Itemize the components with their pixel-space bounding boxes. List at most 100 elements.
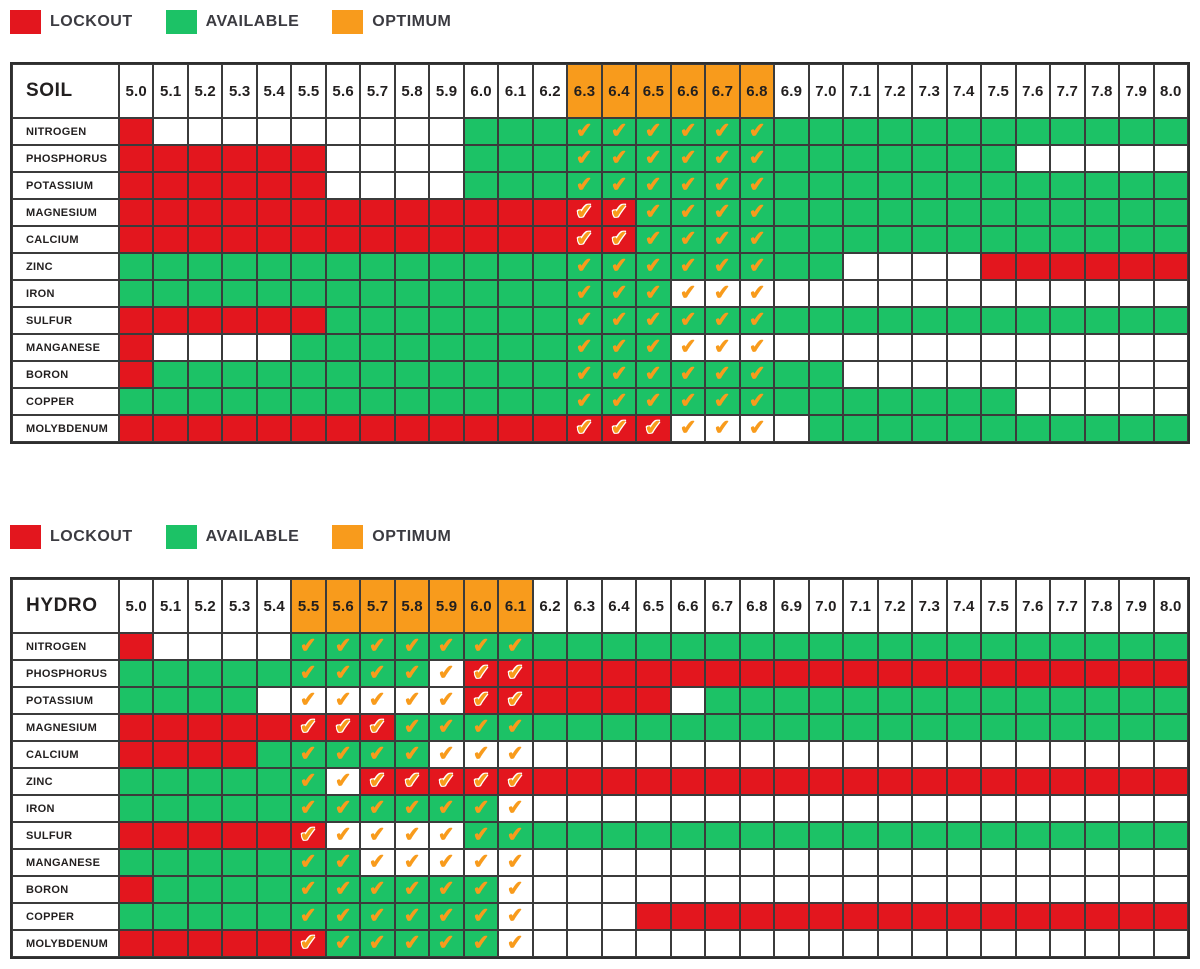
cell-hydro-copper-6.8	[739, 903, 775, 930]
cell-hydro-boron-5.1	[153, 876, 188, 903]
optimum-check-icon: ✔	[299, 660, 318, 685]
optimum-check-icon: ✔	[575, 415, 594, 440]
optimum-check-icon: ✔	[644, 388, 663, 413]
soil-row-label-copper: COPPER	[12, 388, 119, 415]
cell-soil-calcium-7.0	[808, 226, 844, 253]
cell-hydro-potassium-7.4	[946, 687, 982, 714]
cell-hydro-phosphorus-5.9: ✔	[429, 660, 464, 687]
cell-hydro-iron-5.8: ✔	[394, 795, 430, 822]
cell-hydro-nitrogen-6.7	[705, 633, 740, 660]
optimum-check-icon: ✔	[678, 199, 698, 224]
cell-soil-zinc-6.9	[774, 253, 809, 280]
cell-soil-copper-7.2	[877, 388, 913, 415]
cell-hydro-iron-7.4	[946, 795, 982, 822]
cell-hydro-copper-5.4	[256, 903, 292, 930]
cell-soil-magnesium-7.5	[981, 199, 1016, 226]
optimum-check-icon: ✔	[437, 633, 456, 658]
cell-soil-phosphorus-6.1	[498, 145, 533, 172]
cell-soil-calcium-7.9	[1119, 226, 1154, 253]
cell-hydro-copper-6.6	[670, 903, 706, 930]
cell-soil-manganese-6.3: ✔	[567, 334, 602, 361]
cell-soil-phosphorus-6.5: ✔	[636, 145, 671, 172]
cell-soil-zinc-6.4: ✔	[601, 253, 637, 280]
cell-hydro-copper-5.6: ✔	[325, 903, 361, 930]
cell-hydro-boron-6.6	[670, 876, 706, 903]
cell-hydro-magnesium-5.6: ✔	[325, 714, 361, 741]
cell-soil-sulfur-7.5	[981, 307, 1016, 334]
cell-soil-zinc-7.8	[1084, 253, 1120, 280]
cell-soil-iron-8.0	[1153, 280, 1188, 307]
optimum-check-icon: ✔	[644, 199, 663, 224]
cell-hydro-copper-7.5	[981, 903, 1016, 930]
cell-hydro-nitrogen-5.5: ✔	[291, 633, 326, 660]
cell-hydro-phosphorus-6.5	[636, 660, 671, 687]
cell-hydro-molybdenum-5.0	[119, 930, 154, 957]
cell-soil-magnesium-5.9	[429, 199, 464, 226]
optimum-check-icon: ✔	[678, 226, 698, 251]
cell-soil-nitrogen-7.7	[1050, 118, 1085, 145]
cell-soil-boron-6.4: ✔	[601, 361, 637, 388]
optimum-check-icon: ✔	[402, 768, 422, 793]
hydro-ph-header-7.0: 7.0	[808, 579, 844, 633]
optimum-check-icon: ✔	[575, 118, 594, 143]
cell-hydro-iron-6.0: ✔	[463, 795, 499, 822]
soil-ph-header-5.9: 5.9	[429, 64, 464, 118]
cell-soil-manganese-5.5	[291, 334, 326, 361]
cell-soil-sulfur-7.1	[843, 307, 878, 334]
cell-hydro-calcium-5.0	[119, 741, 154, 768]
cell-hydro-boron-7.5	[981, 876, 1016, 903]
cell-hydro-nitrogen-5.2	[187, 633, 223, 660]
cell-soil-potassium-5.9	[429, 172, 464, 199]
cell-soil-copper-7.6	[1015, 388, 1051, 415]
cell-hydro-copper-5.2	[187, 903, 223, 930]
cell-hydro-potassium-5.4	[256, 687, 292, 714]
cell-soil-nitrogen-6.7: ✔	[705, 118, 740, 145]
cell-soil-molybdenum-7.8	[1084, 415, 1120, 442]
optimum-check-icon: ✔	[713, 415, 732, 440]
cell-hydro-calcium-5.1	[153, 741, 188, 768]
cell-soil-phosphorus-6.8: ✔	[739, 145, 775, 172]
cell-soil-manganese-6.8: ✔	[739, 334, 775, 361]
cell-hydro-manganese-6.8	[739, 849, 775, 876]
hydro-row-label-iron: IRON	[12, 795, 119, 822]
cell-soil-phosphorus-7.9	[1119, 145, 1154, 172]
cell-hydro-sulfur-6.2	[532, 822, 568, 849]
cell-soil-potassium-5.1	[153, 172, 188, 199]
cell-hydro-iron-5.6: ✔	[325, 795, 361, 822]
cell-soil-calcium-6.1	[498, 226, 533, 253]
cell-hydro-sulfur-6.5	[636, 822, 671, 849]
cell-soil-copper-6.6: ✔	[670, 388, 706, 415]
cell-soil-potassium-7.6	[1015, 172, 1051, 199]
optimum-check-icon: ✔	[713, 388, 732, 413]
cell-hydro-manganese-7.1	[843, 849, 878, 876]
cell-soil-calcium-7.3	[912, 226, 947, 253]
cell-soil-molybdenum-6.2	[532, 415, 568, 442]
optimum-check-icon: ✔	[402, 876, 422, 901]
cell-soil-molybdenum-7.3	[912, 415, 947, 442]
cell-soil-potassium-7.2	[877, 172, 913, 199]
hydro-ph-header-5.7: 5.7	[360, 579, 395, 633]
cell-soil-boron-5.0	[119, 361, 154, 388]
optimum-check-icon: ✔	[333, 822, 353, 847]
cell-soil-iron-6.1	[498, 280, 533, 307]
cell-soil-sulfur-7.8	[1084, 307, 1120, 334]
cell-soil-copper-5.8	[394, 388, 430, 415]
cell-hydro-magnesium-7.1	[843, 714, 878, 741]
cell-hydro-molybdenum-5.8: ✔	[394, 930, 430, 957]
cell-hydro-boron-7.4	[946, 876, 982, 903]
soil-ph-header-5.2: 5.2	[187, 64, 223, 118]
cell-hydro-calcium-5.2	[187, 741, 223, 768]
cell-soil-copper-7.3	[912, 388, 947, 415]
cell-soil-boron-5.6	[325, 361, 361, 388]
optimum-check-icon: ✔	[333, 768, 353, 793]
soil-ph-header-5.3: 5.3	[222, 64, 257, 118]
cell-soil-calcium-6.4: ✔	[601, 226, 637, 253]
cell-hydro-phosphorus-6.8	[739, 660, 775, 687]
cell-soil-potassium-7.1	[843, 172, 878, 199]
cell-hydro-zinc-7.5	[981, 768, 1016, 795]
cell-hydro-iron-8.0	[1153, 795, 1188, 822]
soil-ph-header-7.1: 7.1	[843, 64, 878, 118]
cell-hydro-zinc-6.5	[636, 768, 671, 795]
cell-hydro-copper-6.9	[774, 903, 809, 930]
optimum-check-icon: ✔	[609, 388, 629, 413]
